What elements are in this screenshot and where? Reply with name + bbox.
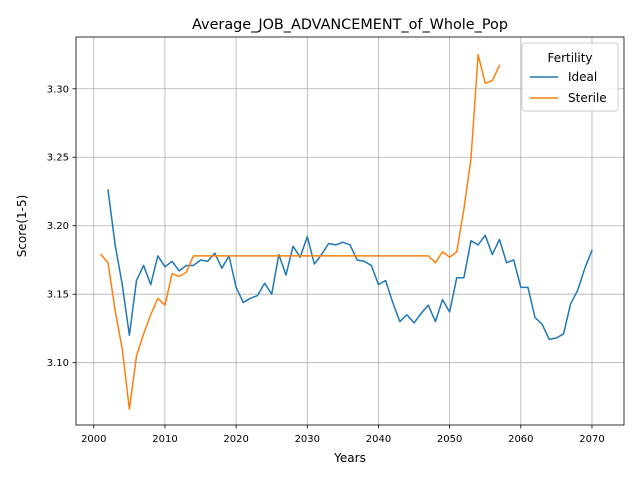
legend-title: Fertility <box>547 51 592 65</box>
series-line-sterile <box>99 53 501 410</box>
x-axis-ticks: 2000 2010 2020 2030 2040 2050 2060 2070 <box>81 425 605 445</box>
y-axis-ticks: 3.10 3.15 3.20 3.25 3.30 <box>47 84 76 369</box>
x-tick-label: 2020 <box>223 434 248 445</box>
legend-box <box>521 42 619 112</box>
y-tick-label: 3.30 <box>47 84 69 95</box>
x-axis-label: Years <box>333 451 366 465</box>
x-tick-label: 2060 <box>508 434 533 445</box>
x-tick-label: 2040 <box>366 434 391 445</box>
y-axis-label: Score(1-5) <box>15 195 29 258</box>
y-tick-label: 3.10 <box>47 358 69 369</box>
plot-area-frame <box>75 36 625 426</box>
x-tick-label: 2050 <box>437 434 462 445</box>
series-lines <box>99 53 593 410</box>
chart-title: Average_JOB_ADVANCEMENT_of_Whole_Pop <box>192 17 508 33</box>
legend: Fertility Ideal Sterile <box>521 42 619 112</box>
legend-label-sterile: Sterile <box>568 91 607 105</box>
y-tick-label: 3.15 <box>47 290 69 301</box>
x-tick-label: 2030 <box>295 434 320 445</box>
y-tick-label: 3.25 <box>47 153 69 164</box>
x-tick-label: 2000 <box>81 434 106 445</box>
legend-label-ideal: Ideal <box>568 70 597 84</box>
x-tick-label: 2070 <box>579 434 604 445</box>
x-tick-label: 2010 <box>152 434 177 445</box>
series-line-ideal <box>107 189 593 341</box>
y-tick-label: 3.20 <box>47 221 69 232</box>
